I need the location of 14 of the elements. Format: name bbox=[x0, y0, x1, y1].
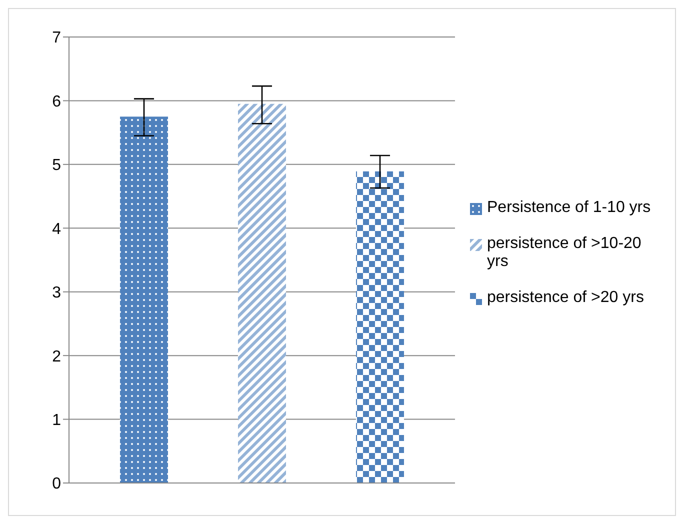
y-tick-label: 7 bbox=[52, 30, 62, 47]
legend-label: Persistence of 1-10 yrs bbox=[487, 199, 651, 217]
y-tick-label: 0 bbox=[52, 476, 62, 493]
legend-label: persistence of >20 yrs bbox=[487, 289, 644, 307]
bar bbox=[238, 104, 286, 483]
y-tick-label: 6 bbox=[52, 93, 62, 110]
y-tick-label: 1 bbox=[52, 412, 62, 429]
y-tick-label: 5 bbox=[52, 157, 62, 174]
bar bbox=[356, 171, 404, 483]
y-tick-label: 2 bbox=[52, 348, 62, 366]
bar bbox=[120, 116, 168, 483]
legend-label: persistence of >10-20 yrs bbox=[487, 235, 642, 271]
y-tick-label: 3 bbox=[52, 284, 62, 302]
y-tick-label: 4 bbox=[52, 220, 62, 238]
